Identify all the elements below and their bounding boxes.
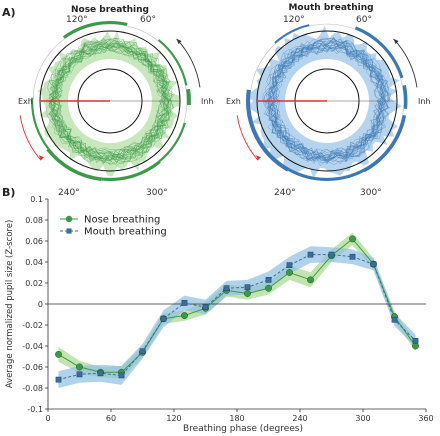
data-point-mouth [76,371,83,378]
legend-label: Mouth breathing [84,227,167,238]
polar-hist-arc [402,85,408,110]
y-tick-label: 0.04 [25,258,43,267]
inh-arrow [176,38,201,88]
x-tick-label: 60 [106,414,116,423]
data-point-mouth [223,285,230,292]
angle-label-300: 300° [146,188,168,198]
series-line-nose [58,238,416,373]
polar-hist-arc [158,122,186,163]
data-point-mouth [286,262,293,268]
polar-outer-ring [32,23,188,179]
y-tick-label: 0 [38,300,43,309]
angle-label-120: 120° [283,15,305,25]
polar-hist-arc [186,88,191,106]
angle-label-120: 120° [66,15,88,25]
data-point-mouth [160,315,167,322]
exh-arrow [236,115,259,161]
data-point-mouth [412,337,419,344]
data-point-mouth [55,376,62,383]
data-point-mouth [391,316,398,323]
polar-outer-ring [249,23,405,179]
x-tick-label: 180 [229,414,244,423]
y-tick-label: 0.08 [25,216,43,225]
data-point-mouth [349,253,356,260]
y-tick-label: 0.1 [30,195,43,204]
panel-label-a: A) [2,6,16,19]
polar-plot-nose: Nose breathing 120° 60° 240° 300° Exh In… [18,5,214,198]
data-point-nose [55,350,62,358]
polar-hist-arc [157,39,188,86]
data-point-nose [244,290,251,297]
x-tick-label: 120 [166,414,181,423]
y-tick-label: -0.1 [27,405,43,414]
angle-label-300: 300° [360,188,382,198]
legend-marker [66,228,72,234]
inh-arrowhead [393,38,399,44]
line-chart: 0 60 120 180 240 300 360 -0.1 -0.08 -0.06 -0.04 -0.… [5,195,434,434]
legend-label: Nose breathing [84,215,160,226]
exh-label: Exh [226,97,241,106]
polar-hist-arc [62,21,128,39]
data-point-nose [76,363,83,371]
data-point-nose [265,284,272,292]
data-point-mouth [307,251,314,258]
x-axis-label: Breathing phase (degrees) [183,424,303,434]
data-point-mouth [370,261,377,267]
polar-hist-arc [246,89,290,172]
polar-hist-arc [287,168,365,181]
angle-label-240: 240° [58,188,80,198]
data-point-nose [349,235,356,243]
panel-label-b: B) [2,186,15,199]
x-tick-label: 240 [292,414,307,423]
data-point-mouth [202,304,209,310]
y-tick-label: 0.06 [25,237,43,246]
data-point-mouth [97,370,104,377]
polar-title: Mouth breathing [288,3,373,13]
legend-marker [65,215,73,223]
y-axis-label: Average normalized pupil size (Z-score) [5,220,15,389]
y-tick-label: -0.08 [22,384,43,393]
data-point-nose [412,342,419,350]
exh-arrowhead [255,155,261,161]
polar-title: Nose breathing [71,5,149,15]
inh-label: Inh [418,97,431,106]
polar-hist-arc [274,24,310,44]
series-line-mouth [58,254,416,381]
error-band-mouth [58,246,416,388]
inh-label: Inh [201,97,214,106]
x-tick-label: 300 [355,414,370,423]
angle-label-60: 60° [140,15,156,25]
polar-plot-mouth: Mouth breathing 120° 60° 240° 300° Exh I… [226,3,431,198]
y-tick-label: 0.02 [25,279,43,288]
angle-label-240: 240° [274,188,296,198]
exh-label: Exh [18,97,33,106]
x-tick-label: 0 [45,414,50,423]
data-point-nose [181,312,188,319]
data-point-mouth [244,284,251,291]
data-point-nose [286,269,293,276]
data-point-mouth [181,300,188,306]
polar-hist-arc [101,160,161,181]
data-point-mouth [118,372,125,379]
polar-hist-arc [46,148,102,181]
exh-arrowhead [38,155,44,161]
y-tick-label: -0.06 [22,363,43,372]
polar-hist-arc [31,97,50,150]
data-point-mouth [265,277,272,283]
y-tick-label: -0.02 [22,321,43,330]
x-tick-label: 360 [418,414,433,423]
inh-arrowhead [176,38,182,44]
angle-label-60: 60° [356,15,372,25]
data-point-mouth [328,251,335,258]
polar-hist-arc [354,26,404,79]
y-tick-label: -0.04 [22,342,43,351]
exh-arrow [19,115,42,161]
data-point-nose [307,276,314,284]
data-point-mouth [139,348,146,355]
polar-hist-arc [363,115,407,173]
